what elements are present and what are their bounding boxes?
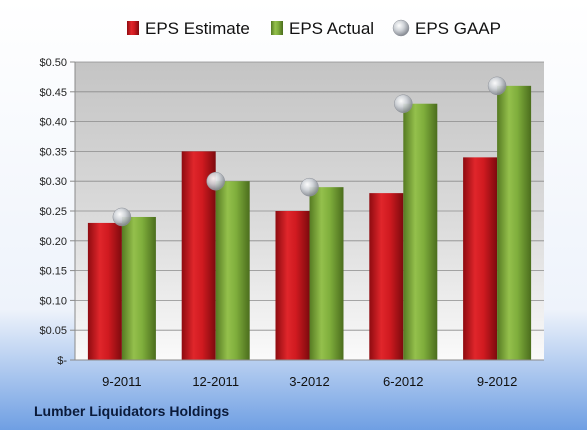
legend-label-gaap: EPS GAAP [415,19,501,38]
gaap-marker [206,171,225,191]
y-tick-label: $- [57,355,67,367]
gaap-marker [487,76,507,96]
legend-label-estimate: EPS Estimate [145,19,250,38]
gaap-marker [300,177,319,197]
y-axis-ticks: $- $0.05 $0.10 $0.15 $0.20 $0.25 $0.30 $0.35 $0.… [39,57,67,367]
actual-bar [121,216,156,360]
legend-marker-gaap [392,19,410,37]
estimate-bar [369,193,404,360]
y-tick-label: $0.10 [39,295,67,307]
x-tick-label: 9-2012 [477,374,517,389]
gaap-marker [112,207,132,227]
bars [87,85,532,360]
y-tick-label: $0.35 [39,146,67,158]
actual-bar [403,103,438,360]
actual-bar [497,85,532,360]
footer-company-name: Lumber Liquidators Holdings [34,403,229,419]
y-tick-label: $0.45 [39,87,67,99]
legend-swatch-actual [271,21,283,35]
x-tick-label: 12-2011 [192,374,239,389]
actual-bar [215,181,250,360]
legend-swatch-estimate [127,21,139,35]
y-tick-label: $0.50 [39,57,67,69]
legend: EPS Estimate EPS Actual EPS GAAP [127,19,501,38]
estimate-bar [463,157,498,360]
y-tick-label: $0.30 [39,176,67,188]
y-tick-label: $0.25 [39,206,67,218]
gaap-marker [394,94,413,113]
y-tick-label: $0.40 [39,117,67,129]
x-tick-label: 3-2012 [289,374,329,389]
y-tick-label: $0.20 [39,236,67,248]
x-tick-label: 9-2011 [102,374,142,389]
x-tick-label: 6-2012 [383,374,423,389]
x-axis-labels: 9-2011 12-2011 3-2012 6-2012 9-2012 [102,374,517,389]
gaap-markers [112,76,507,227]
legend-label-actual: EPS Actual [289,19,374,38]
actual-bar [309,187,344,360]
estimate-bar [275,211,310,360]
y-tick-label: $0.15 [39,266,67,278]
y-tick-label: $0.05 [39,325,67,337]
estimate-bar [87,222,122,360]
